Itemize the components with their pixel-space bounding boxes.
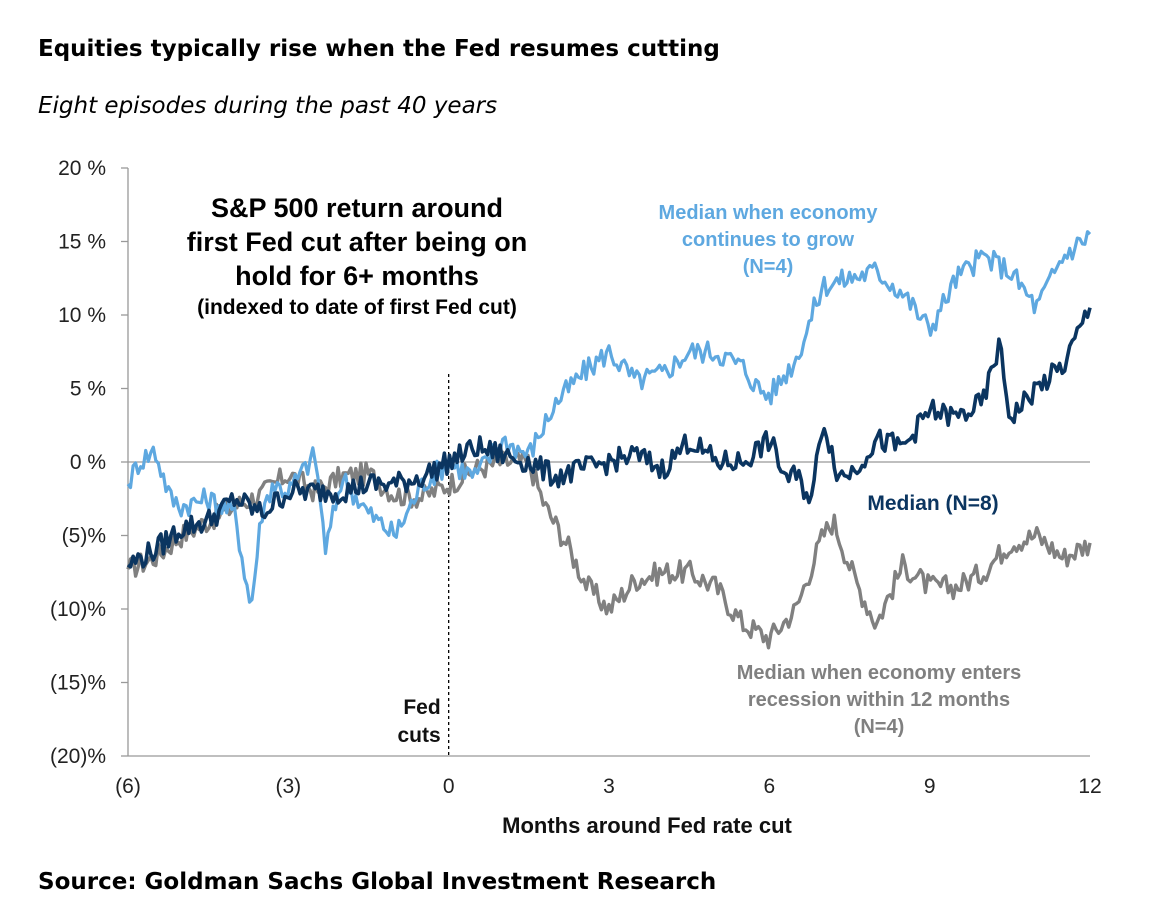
series-line-recession [126, 450, 1092, 650]
series-layer [126, 230, 1092, 650]
series-line-growth [126, 230, 1092, 604]
growth-series-label: continues to grow [682, 229, 855, 251]
y-tick-label: 10 % [58, 304, 106, 327]
chart-subheading: Eight episodes during the past 40 years [38, 93, 498, 119]
chart-heading: Equities typically rise when the Fed res… [38, 36, 720, 62]
chart-inset-title: hold for 6+ months [235, 261, 479, 291]
x-tick-label: (6) [115, 775, 141, 798]
median-series-label: Median (N=8) [867, 492, 998, 515]
y-tick-label: (15)% [50, 672, 106, 695]
growth-series-label: Median when economy [659, 202, 879, 224]
labels-layer: 20 % 15 % 10 % 5 % 0 % (5)% (10)% (15)% (20)% (6)… [50, 157, 1102, 838]
x-tick-label: 9 [924, 775, 936, 798]
y-tick-label: (20)% [50, 745, 106, 768]
recession-series-label: recession within 12 months [748, 689, 1010, 711]
y-tick-label: 5 % [70, 378, 106, 401]
recession-series-label: (N=4) [854, 716, 905, 738]
fed-cuts-label: Fed [403, 696, 440, 719]
y-tick-label: 0 % [70, 451, 106, 474]
source-note: Source: Goldman Sachs Global Investment … [38, 869, 717, 895]
x-tick-label: 0 [443, 775, 455, 798]
y-tick-label: 15 % [58, 231, 106, 254]
chart-inset-title: first Fed cut after being on [187, 227, 528, 257]
chart-inset-title: S&P 500 return around [211, 193, 503, 223]
y-tick-label: (5)% [62, 525, 106, 548]
series-line-median [126, 307, 1092, 569]
fed-cuts-label: cuts [397, 724, 440, 747]
x-tick-label: 3 [603, 775, 615, 798]
growth-series-label: (N=4) [743, 256, 794, 278]
x-tick-label: (3) [275, 775, 301, 798]
chart-svg: 20 % 15 % 10 % 5 % 0 % (5)% (10)% (15)% (20)% (6)… [50, 157, 1102, 838]
y-tick-label: 20 % [58, 157, 106, 180]
x-tick-label: 6 [763, 775, 775, 798]
recession-series-label: Median when economy enters [737, 662, 1022, 684]
chart-inset-subtitle: (indexed to date of first Fed cut) [197, 296, 517, 319]
y-tick-label: (10)% [50, 598, 106, 621]
x-axis-label: Months around Fed rate cut [502, 813, 792, 838]
x-tick-label: 12 [1078, 775, 1101, 798]
